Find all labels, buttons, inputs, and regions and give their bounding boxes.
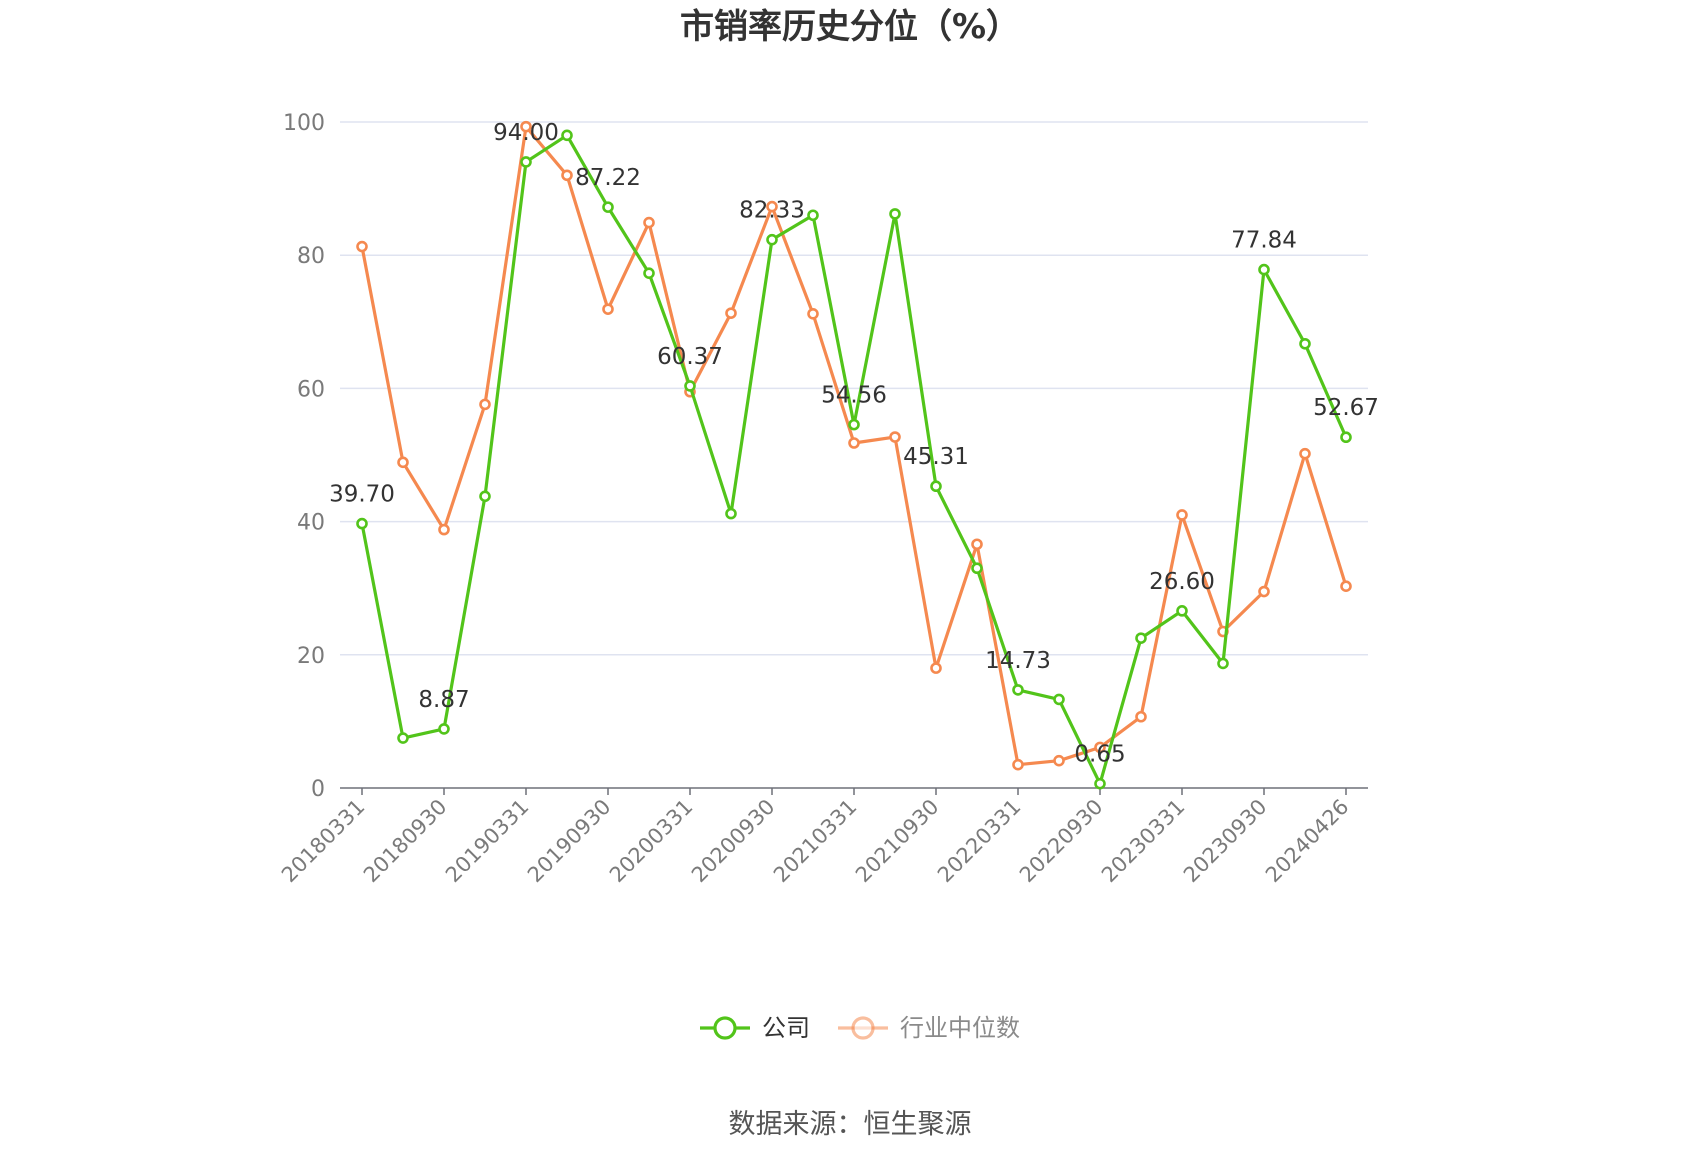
y-tick-label: 60 bbox=[297, 377, 325, 402]
legend-circle-marker bbox=[713, 1016, 737, 1040]
data-label: 0.65 bbox=[1074, 742, 1125, 768]
company-data-point bbox=[766, 233, 778, 246]
data-label: 52.67 bbox=[1313, 395, 1379, 421]
company-data-point bbox=[1094, 777, 1106, 790]
legend-label: 行业中位数 bbox=[900, 1014, 1020, 1042]
data-label: 54.56 bbox=[821, 383, 887, 409]
x-tick-label: 20190331 bbox=[441, 795, 534, 888]
company-data-point bbox=[520, 156, 532, 168]
company-data-point bbox=[1258, 263, 1270, 276]
industry-median-data-point bbox=[1012, 758, 1024, 771]
x-tick-label: 20180331 bbox=[277, 795, 370, 888]
x-tick-label: 20210331 bbox=[769, 795, 862, 888]
industry-median-data-point bbox=[1094, 741, 1106, 754]
y-tick-label: 0 bbox=[311, 777, 325, 802]
legend-item-company[interactable]: 公司 bbox=[700, 1014, 810, 1042]
x-tick-label: 20240426 bbox=[1261, 795, 1354, 888]
grid-layer bbox=[340, 121, 1368, 656]
legend-circle-marker bbox=[851, 1016, 875, 1040]
industry-median-data-point bbox=[479, 398, 491, 411]
x-tick-label: 20180930 bbox=[359, 795, 452, 888]
company-data-point bbox=[807, 209, 819, 222]
data-label: 60.37 bbox=[657, 344, 723, 370]
y-tick-label: 80 bbox=[297, 244, 325, 269]
x-tick-label: 20220930 bbox=[1015, 795, 1108, 888]
industry-median-data-point bbox=[602, 303, 614, 315]
data-label: 82.33 bbox=[739, 198, 805, 224]
company-data-point bbox=[1135, 632, 1147, 644]
industry-median-data-point bbox=[1299, 447, 1311, 460]
company-data-point bbox=[1299, 337, 1311, 350]
industry-median-data-point bbox=[1340, 580, 1352, 593]
data-label: 45.31 bbox=[903, 444, 969, 470]
company-data-point bbox=[602, 201, 614, 213]
industry-median-data-point bbox=[1258, 585, 1270, 598]
x-tick-label: 20230930 bbox=[1179, 795, 1272, 888]
industry-median-data-point bbox=[766, 200, 778, 213]
industry-median-data-point bbox=[1135, 710, 1147, 723]
legend-label: 公司 bbox=[762, 1014, 810, 1042]
company-data-point bbox=[848, 418, 860, 431]
company-data-point bbox=[1217, 657, 1229, 670]
company-data-point bbox=[725, 507, 737, 520]
legend-item-industry-median[interactable]: 行业中位数 bbox=[838, 1014, 1020, 1042]
data-source-note: 数据来源：恒生聚源 bbox=[728, 1109, 972, 1140]
company-data-point bbox=[561, 129, 573, 142]
industry-median-data-point bbox=[930, 662, 942, 674]
company-data-point bbox=[1012, 684, 1024, 696]
axis-layer: 0 20 40 60 80 100 2018033120180930201903312019… bbox=[277, 111, 1368, 887]
industry-median-data-point bbox=[807, 308, 819, 320]
data-label-layer: 39.70 8.87 94.00 87.22 60.37 82.33 54.56 45.31 1… bbox=[329, 120, 1379, 768]
data-label: 87.22 bbox=[575, 165, 641, 191]
data-label: 26.60 bbox=[1149, 569, 1215, 595]
company-data-point bbox=[643, 267, 655, 279]
x-tick-label: 20200930 bbox=[687, 795, 780, 888]
data-label: 8.87 bbox=[418, 687, 469, 713]
y-tick-label: 100 bbox=[283, 111, 325, 136]
company-data-point bbox=[1176, 605, 1188, 617]
industry-median-data-point bbox=[848, 437, 860, 449]
data-label: 77.84 bbox=[1231, 228, 1297, 254]
chart-title: 市销率历史分位（%） bbox=[679, 7, 1021, 47]
legend[interactable]: 公司 行业中位数 bbox=[700, 1014, 1020, 1042]
industry-median-data-point bbox=[520, 120, 532, 133]
company-data-point bbox=[1053, 693, 1065, 706]
company-data-point bbox=[971, 562, 983, 575]
industry-median-data-point bbox=[438, 523, 450, 536]
industry-median-data-point bbox=[643, 216, 655, 229]
industry-median-data-point bbox=[889, 431, 901, 443]
series-layer bbox=[356, 120, 1352, 790]
x-tick-label: 20230331 bbox=[1097, 795, 1190, 888]
x-tick-label: 20220331 bbox=[933, 795, 1026, 888]
company-data-point bbox=[356, 517, 368, 530]
company-data-point bbox=[684, 380, 696, 392]
industry-median-data-point bbox=[397, 456, 409, 469]
company-data-point bbox=[479, 490, 491, 503]
industry-median-data-point bbox=[971, 538, 983, 551]
company-data-point bbox=[397, 732, 409, 744]
x-tick-label: 20200331 bbox=[605, 795, 698, 888]
y-tick-label: 40 bbox=[297, 511, 325, 536]
company-data-point bbox=[1340, 431, 1352, 444]
x-tick-label: 20190930 bbox=[523, 795, 616, 888]
industry-median-data-point bbox=[725, 307, 737, 319]
data-label: 14.73 bbox=[985, 648, 1051, 674]
industry-median-data-point bbox=[356, 240, 368, 253]
company-data-point bbox=[889, 208, 901, 220]
data-label: 39.70 bbox=[329, 482, 395, 508]
company-data-point bbox=[930, 480, 942, 493]
industry-median-data-point bbox=[1176, 509, 1188, 521]
industry-median-data-point bbox=[561, 169, 573, 182]
company-data-point bbox=[438, 723, 450, 735]
data-label: 94.00 bbox=[493, 120, 559, 146]
industry-median-data-point bbox=[1053, 754, 1065, 767]
x-tick-label: 20210930 bbox=[851, 795, 944, 888]
y-tick-label: 20 bbox=[297, 644, 325, 669]
